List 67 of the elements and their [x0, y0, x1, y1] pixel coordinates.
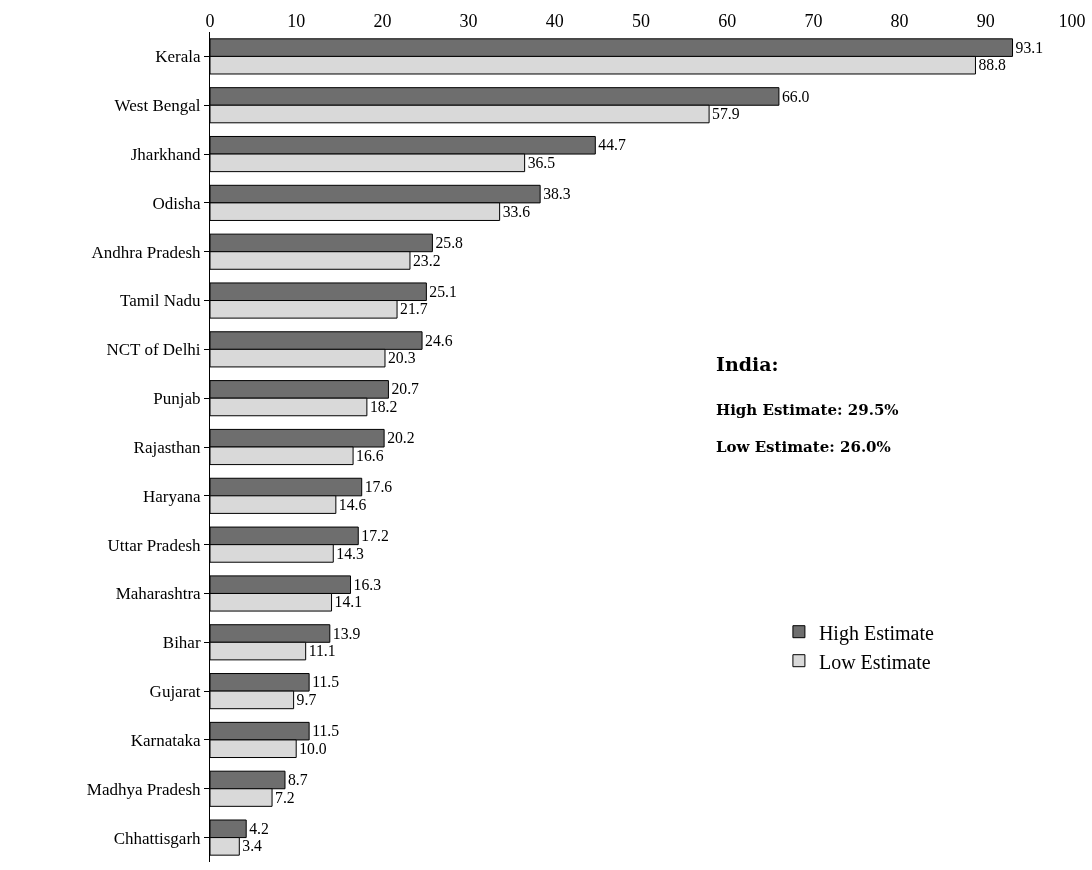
y-tick-label: Punjab: [153, 389, 201, 409]
data-label: 3.4: [242, 837, 263, 855]
data-label: 16.6: [356, 446, 384, 464]
y-tick-label: Tamil Nadu: [120, 291, 202, 311]
data-label: 11.5: [312, 722, 340, 740]
x-tick-label: 40: [545, 11, 564, 32]
annotation: India:: [716, 353, 779, 375]
data-label: 11.5: [312, 673, 340, 691]
data-label: 9.7: [296, 690, 317, 708]
data-label: 88.8: [978, 56, 1007, 74]
data-label: 10.0: [299, 739, 327, 757]
data-label: 20.7: [391, 380, 420, 398]
data-label: 44.7: [598, 136, 626, 154]
y-tick-label: Andhra Pradesh: [91, 242, 202, 262]
data-label: 13.9: [332, 624, 361, 642]
data-label: 57.9: [712, 105, 740, 123]
y-tick-label: Odisha: [152, 193, 202, 213]
y-tick-label: West Bengal: [114, 96, 201, 116]
y-tick-label: Rajasthan: [133, 437, 202, 457]
x-tick-label: 10: [287, 11, 306, 32]
y-tick-label: Chhattisgarh: [113, 828, 202, 848]
x-tick-label: 60: [718, 11, 737, 32]
y-tick-label: Bihar: [162, 633, 201, 653]
y-tick-label: Haryana: [143, 486, 202, 506]
data-label: 14.3: [336, 544, 364, 562]
data-label: 8.7: [287, 771, 308, 789]
data-label: 38.3: [543, 185, 571, 203]
x-tick-label: 70: [804, 11, 823, 32]
data-label: 25.8: [435, 234, 464, 252]
data-label: 14.1: [334, 593, 363, 611]
annotation: Low Estimate: 26.0%: [716, 438, 891, 456]
data-label: 33.6: [502, 202, 531, 220]
legend-label: High Estimate: [818, 621, 935, 645]
annotation: High Estimate: 29.5%: [716, 401, 899, 419]
y-tick-label: Karnataka: [130, 730, 202, 750]
data-label: 11.1: [308, 642, 336, 660]
data-label: 25.1: [429, 282, 457, 300]
data-label: 14.6: [338, 495, 367, 513]
data-label: 93.1: [1015, 38, 1044, 56]
data-label: 23.2: [412, 251, 441, 269]
y-tick-label: Kerala: [155, 47, 202, 67]
data-label: 24.6: [425, 331, 453, 349]
data-label: 17.6: [364, 478, 393, 496]
data-label: 18.2: [369, 398, 398, 416]
y-tick-label: NCT of Delhi: [106, 340, 201, 360]
y-tick-label: Madhya Pradesh: [86, 779, 202, 799]
x-tick-label: 100: [1058, 11, 1086, 32]
data-label: 4.2: [249, 819, 269, 837]
data-label: 21.7: [400, 300, 428, 318]
data-label: 7.2: [275, 788, 295, 806]
data-label: 20.3: [388, 349, 416, 367]
data-label: 17.2: [361, 526, 389, 544]
legend-label: Low Estimate: [818, 650, 931, 673]
y-tick-label: Gujarat: [149, 682, 201, 702]
y-tick-label: Uttar Pradesh: [107, 535, 202, 555]
data-label: 20.2: [387, 429, 415, 447]
data-label: 66.0: [781, 87, 810, 105]
x-tick-label: 0: [205, 11, 215, 32]
x-tick-label: 50: [632, 11, 650, 32]
y-tick-label: Jharkhand: [130, 145, 202, 165]
x-tick-label: 20: [373, 11, 392, 32]
y-tick-label: Maharashtra: [115, 584, 202, 604]
x-tick-label: 30: [459, 11, 478, 32]
x-tick-label: 90: [976, 11, 995, 32]
x-tick-label: 80: [890, 11, 909, 32]
data-label: 16.3: [353, 575, 382, 593]
data-label: 36.5: [527, 153, 556, 171]
